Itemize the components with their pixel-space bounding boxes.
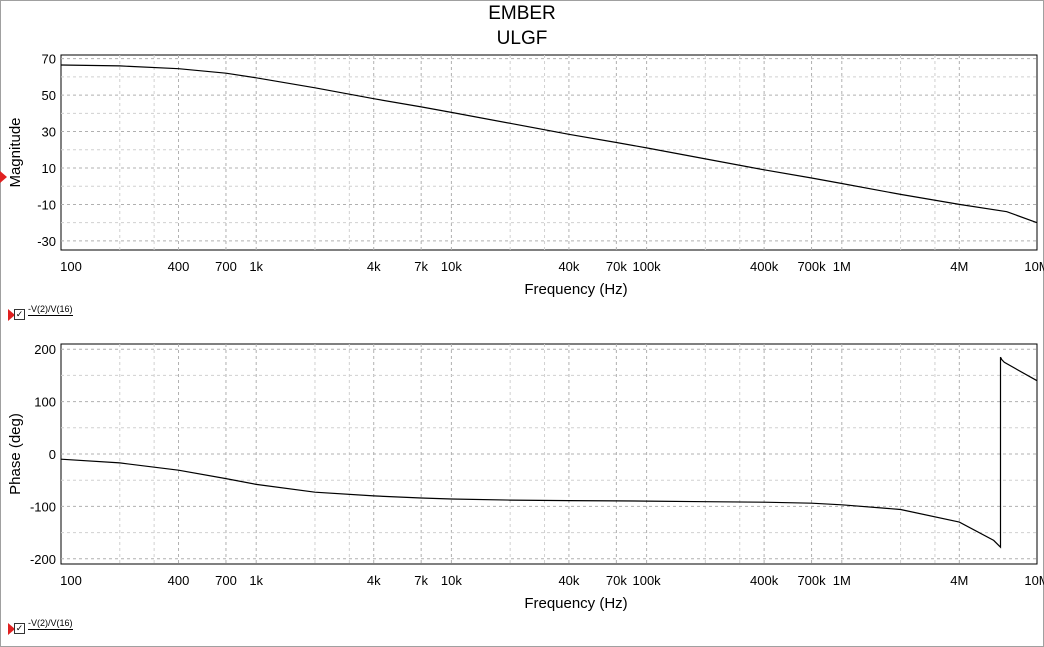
x-tick-label: 1M [833,573,851,588]
x-tick-label: 7k [414,573,428,588]
x-tick-label: 700 [215,573,237,588]
y-tick-label: 10 [42,161,56,176]
x-tick-label: 70k [606,259,627,274]
legend-marker-icon [8,623,15,635]
x-tick-label: 10k [441,573,462,588]
y-tick-label: 50 [42,88,56,103]
y-tick-label: 0 [49,447,56,462]
x-tick-label: 40k [558,573,579,588]
x-tick-label: 1k [249,573,263,588]
x-tick-label: 400 [168,259,190,274]
x-tick-label: 70k [606,573,627,588]
series-line [60,64,1038,224]
y-tick-label: -10 [37,197,56,212]
x-tick-label: 10M [1024,259,1044,274]
x-tick-label: 10k [441,259,462,274]
x-tick-label: 4k [367,259,381,274]
x-tick-label: 40k [558,259,579,274]
phase-trace-checkbox[interactable]: ✓ [14,623,25,634]
x-tick-label: 100k [632,259,661,274]
x-tick-label: 4M [950,259,968,274]
y-axis-label: Phase (deg) [7,413,24,495]
legend-marker-icon [8,309,15,321]
y-tick-label: -100 [30,499,56,514]
x-tick-label: 100 [60,573,82,588]
magnitude-legend-label: -V(2)/V(16) [28,304,73,316]
x-tick-label: 700 [215,259,237,274]
y-tick-label: 70 [42,52,56,67]
x-tick-label: 7k [414,259,428,274]
y-tick-label: 200 [34,342,56,357]
x-tick-label: 700k [797,573,826,588]
phase-legend-label: -V(2)/V(16) [28,618,73,630]
y-tick-label: 30 [42,125,56,140]
magnitude-trace-checkbox[interactable]: ✓ [14,309,25,320]
x-tick-label: 1M [833,259,851,274]
plot-area-border [60,54,1038,251]
x-tick-label: 400k [750,259,779,274]
x-tick-label: 4k [367,573,381,588]
x-tick-label: 1k [249,259,263,274]
y-tick-label: -200 [30,552,56,567]
y-tick-label: 100 [34,395,56,410]
x-tick-label: 4M [950,573,968,588]
x-axis-label: Frequency (Hz) [524,595,627,612]
series-line [60,356,1038,549]
x-tick-label: 400k [750,573,779,588]
x-tick-label: 700k [797,259,826,274]
chart-title-line2: ULGF [496,28,548,49]
x-tick-label: 100k [632,573,661,588]
chart-title-line1: EMBER [488,3,556,24]
x-tick-label: 100 [60,259,82,274]
y-axis-label: Magnitude [7,117,24,187]
x-axis-label: Frequency (Hz) [524,281,627,298]
y-tick-label: -30 [37,234,56,249]
magnitude-axis-marker [0,171,7,183]
x-tick-label: 400 [168,573,190,588]
x-tick-label: 10M [1024,573,1044,588]
